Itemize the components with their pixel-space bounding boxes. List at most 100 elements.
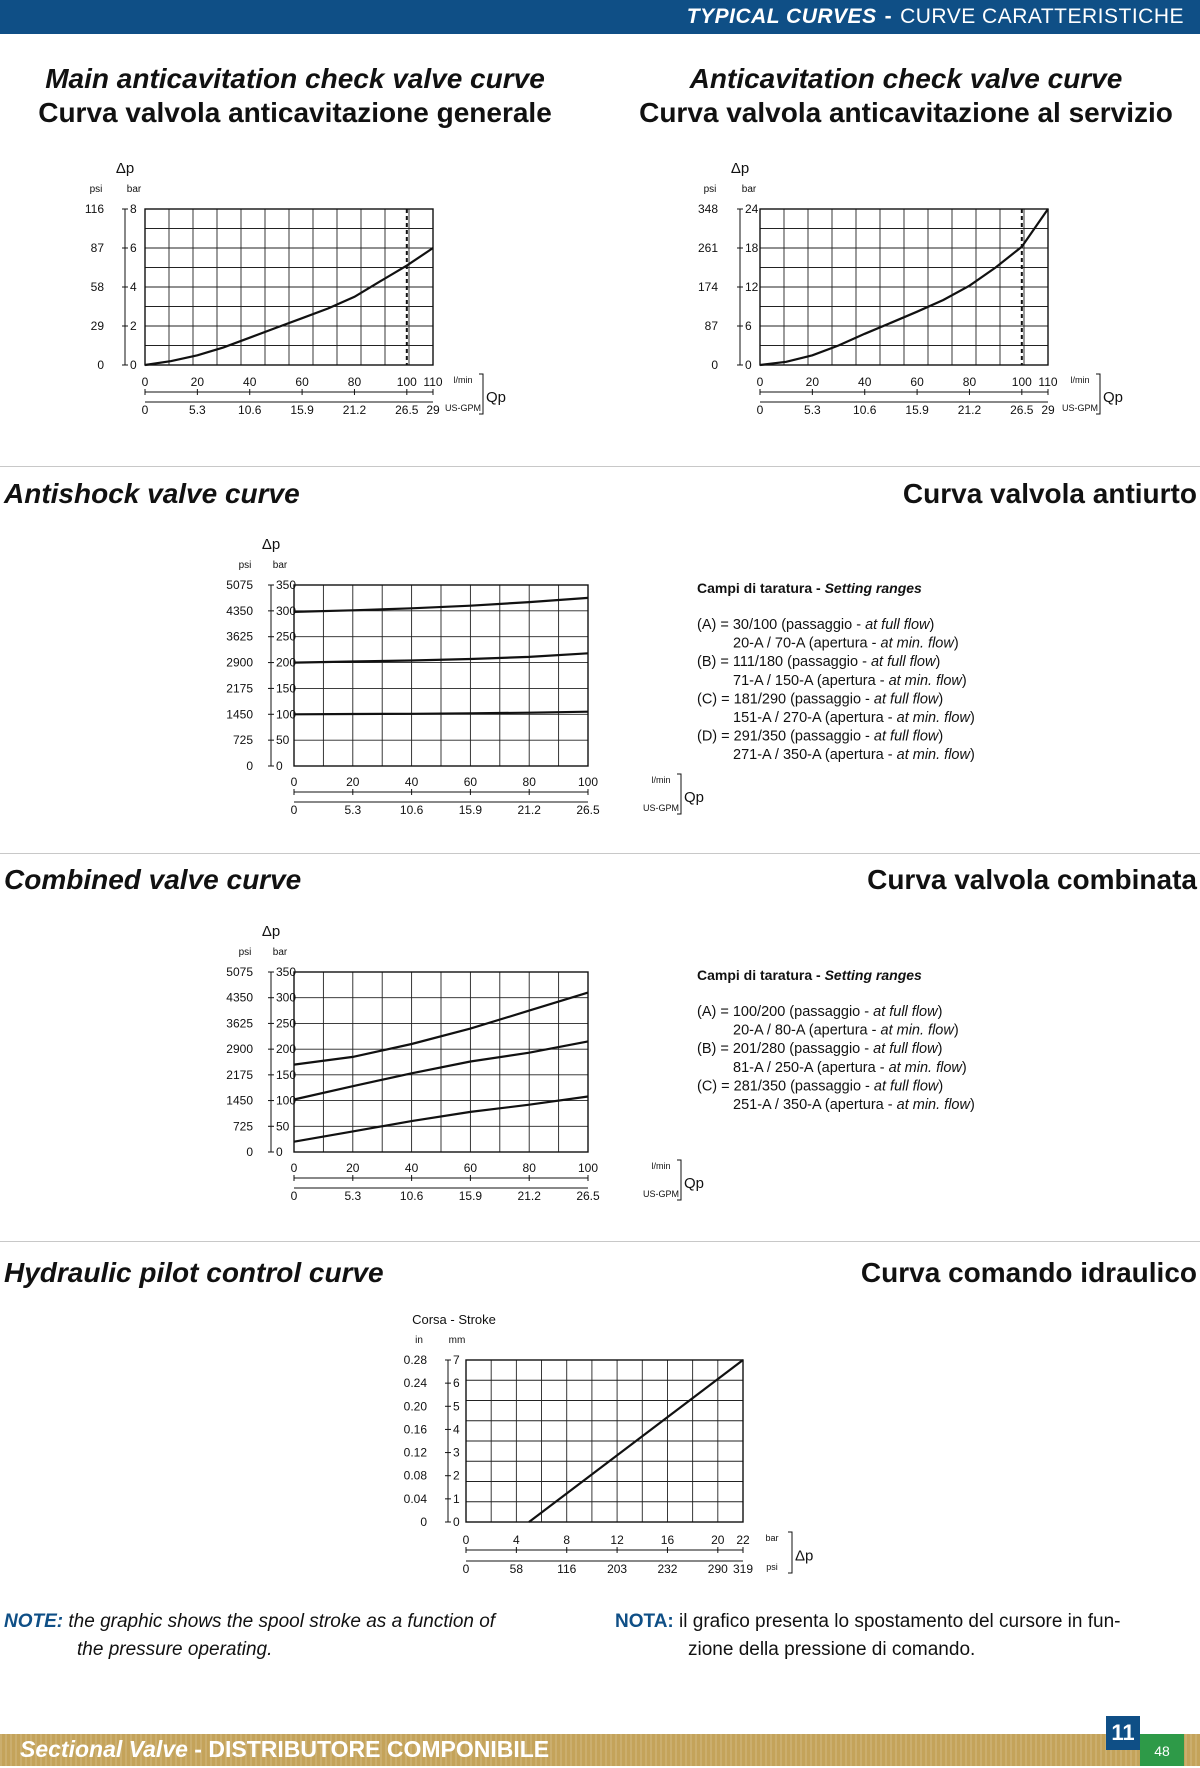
x-tick-label-bottom: 21.2: [518, 1189, 542, 1203]
note-en-line2: the pressure operating.: [77, 1639, 273, 1660]
setting-range-line: 151-A / 270-A (apertura - at min. flow): [733, 710, 975, 726]
x-tick-label-bottom: 0: [291, 1189, 298, 1203]
y-tick-label-left: 0.12: [404, 1446, 428, 1460]
y-tick-label-left: 261: [698, 241, 718, 255]
y-tick-label-right: 6: [453, 1376, 460, 1390]
title-it: Curva comando idraulico: [860, 1257, 1197, 1288]
y-tick-label-right: 12: [745, 280, 759, 294]
y-tick-label-left: 2175: [226, 681, 253, 695]
y-tick-label-right: 200: [276, 1042, 296, 1056]
y-tick-label-right: 100: [276, 707, 296, 721]
title-en: Anticavitation check valve curve: [689, 63, 1123, 94]
y-tick-label-right: 100: [276, 1094, 296, 1108]
y-tick-label-right: 250: [276, 1016, 296, 1030]
x-tick-label-bottom: 232: [657, 1562, 677, 1576]
header-title-en: TYPICAL CURVES: [686, 5, 877, 28]
x-tick-label-top: 100: [578, 1161, 598, 1175]
x-tick-label-bottom: 15.9: [459, 803, 483, 817]
x-tick-label-bottom: 203: [607, 1562, 627, 1576]
y-tick-label-left: 58: [91, 280, 105, 294]
grid: [293, 584, 589, 767]
x-tick-label-bottom: 26.5: [576, 803, 600, 817]
y-tick-label-right: 250: [276, 630, 296, 644]
x-tick-label-top: 100: [397, 375, 417, 389]
y-tick-label-left: 1450: [226, 1094, 253, 1108]
section-title-pilot-en: Hydraulic pilot control curve: [4, 1256, 384, 1290]
x-tick-label-bottom: 0: [757, 403, 764, 417]
y-tick-label-right: 0: [276, 1145, 283, 1159]
plot-frame: [293, 584, 589, 767]
setting-range-line: 271-A / 350-A (apertura - at min. flow): [733, 747, 975, 763]
series-line-1: [293, 710, 589, 716]
header-title: TYPICAL CURVES - CURVE CARATTERISTICHE: [687, 5, 1184, 29]
setting-range-line: (B) = 201/280 (passaggio - at full flow): [697, 1041, 942, 1057]
x-tick-label-bottom: 29: [426, 403, 440, 417]
x-tick-label-bottom: 10.6: [400, 803, 424, 817]
title-en: Hydraulic pilot control curve: [4, 1257, 384, 1288]
x-tick-label-top: 0: [142, 375, 149, 389]
y-tick-label-right: 4: [130, 280, 137, 294]
y-unit-left: psi: [239, 560, 252, 571]
y-tick-label-right: 4: [453, 1422, 460, 1436]
y-axis-symbol: Δp: [116, 160, 134, 177]
section-title-pilot-it: Curva comando idraulico: [861, 1256, 1197, 1290]
y-tick-label-left: 29: [91, 319, 105, 333]
y-unit-right: bar: [273, 560, 288, 571]
series-line-2: [293, 652, 589, 664]
note-en-label: NOTE:: [4, 1611, 64, 1632]
y-tick-label-right: 6: [130, 241, 137, 255]
y-tick-label-right: 300: [276, 604, 296, 618]
x-tick-label-top: 20: [711, 1533, 725, 1547]
footer-title: Sectional Valve - DISTRIBUTORE COMPONIBI…: [20, 1736, 549, 1763]
y-axis-title: Corsa - Stroke: [412, 1312, 496, 1327]
setting-range-line: 81-A / 250-A (apertura - at min. flow): [733, 1060, 967, 1076]
y-unit-right: bar: [127, 184, 142, 195]
y-unit-left: psi: [239, 947, 252, 958]
y-tick-label-left: 3625: [226, 630, 253, 644]
section-title-antishock-en: Antishock valve curve: [4, 477, 300, 511]
x-unit-top: l/min: [453, 375, 472, 385]
x-tick-label-top: 60: [295, 375, 309, 389]
y-tick-label-right: 2: [453, 1469, 460, 1483]
x-tick-label-bottom: 5.3: [189, 403, 206, 417]
title-it: Curva valvola anticavitazione al servizi…: [639, 97, 1173, 128]
x-unit-top: l/min: [1070, 375, 1089, 385]
series-line-1: [528, 1359, 744, 1523]
series-line-3: [293, 991, 589, 1066]
title-en: Main anticavitation check valve curve: [45, 63, 545, 94]
y-tick-label-right: 50: [276, 1119, 290, 1133]
y-tick-label-right: 1: [453, 1492, 460, 1506]
x-tick-label-bottom: 15.9: [459, 1189, 483, 1203]
y-tick-label-right: 24: [745, 202, 759, 216]
x-tick-label-bottom: 319: [733, 1562, 753, 1576]
x-tick-label-top: 110: [423, 375, 442, 389]
x-tick-label-top: 40: [858, 375, 872, 389]
footer-title-en: Sectional Valve: [20, 1736, 188, 1762]
x-axis-symbol: Qp: [684, 1175, 704, 1192]
y-unit-right: bar: [273, 947, 288, 958]
x-tick-label-bottom: 15.9: [290, 403, 314, 417]
x-tick-label-bottom: 10.6: [400, 1189, 424, 1203]
y-tick-label-left: 3625: [226, 1016, 253, 1030]
x-tick-label-top: 0: [463, 1533, 470, 1547]
y-tick-label-left: 0: [246, 1145, 253, 1159]
section-title-anticavitation: Anticavitation check valve curve Curva v…: [612, 62, 1200, 130]
x-tick-label-bottom: 21.2: [518, 803, 542, 817]
x-axis-symbol: Qp: [486, 389, 506, 406]
y-tick-label-right: 200: [276, 656, 296, 670]
y-tick-label-right: 6: [745, 319, 752, 333]
y-tick-label-right: 7: [453, 1353, 460, 1367]
x-tick-label-top: 100: [1012, 375, 1032, 389]
x-tick-label-bottom: 15.9: [905, 403, 929, 417]
y-tick-label-right: 0: [276, 759, 283, 773]
series-line-1: [293, 1095, 589, 1143]
y-unit-left: psi: [704, 184, 717, 195]
footer-title-it: DISTRIBUTORE COMPONIBILE: [208, 1736, 550, 1762]
y-tick-label-left: 0: [246, 759, 253, 773]
x-tick-label-bottom: 10.6: [853, 403, 877, 417]
y-tick-label-left: 87: [91, 241, 105, 255]
x-unit-bottom: psi: [766, 1562, 778, 1572]
section-title-combined-en: Combined valve curve: [4, 863, 301, 897]
y-tick-label-left: 4350: [226, 991, 253, 1005]
